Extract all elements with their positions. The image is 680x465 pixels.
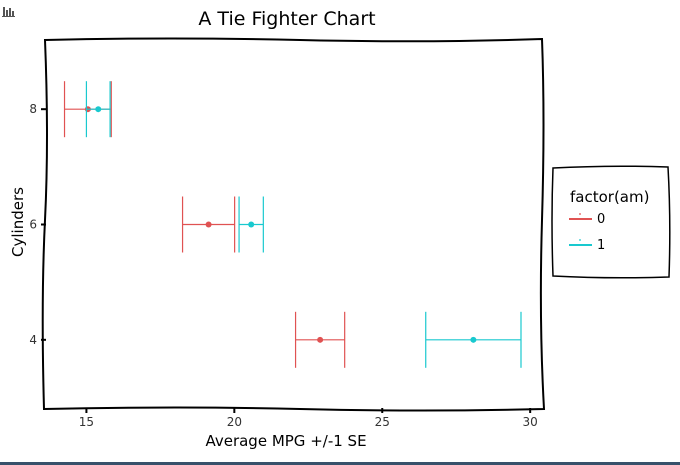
legend-label: 0: [597, 212, 605, 227]
y-axis: 4 6 8: [29, 102, 46, 347]
x-axis: 15 20 25 30: [79, 408, 538, 429]
legend-swatch-point: [579, 213, 581, 215]
y-axis-label: Cylinders: [9, 187, 27, 257]
y-tick-label: 6: [29, 218, 37, 232]
plot-marks: [63, 81, 522, 368]
data-point: [248, 221, 255, 228]
x-tick-label: 30: [523, 415, 538, 429]
legend-item-1: 1: [569, 238, 605, 253]
series-1: [85, 81, 522, 368]
y-tick-label: 8: [29, 102, 37, 116]
legend: factor(am) 0 1: [551, 165, 671, 279]
data-point: [470, 336, 477, 343]
y-tick-label: 4: [29, 333, 37, 347]
x-tick-label: 15: [79, 415, 94, 429]
x-axis-label: Average MPG +/-1 SE: [205, 432, 366, 450]
legend-item-0: 0: [569, 212, 605, 227]
chart-title: A Tie Fighter Chart: [198, 8, 375, 30]
x-tick-label: 20: [227, 415, 242, 429]
data-point: [317, 336, 324, 343]
legend-box: [551, 165, 671, 279]
toolbar-chart-icon[interactable]: [2, 2, 16, 17]
data-point: [95, 106, 102, 113]
data-point: [205, 221, 212, 228]
legend-title: factor(am): [570, 188, 649, 206]
bar-chart-icon: [2, 7, 15, 17]
x-tick-label: 25: [375, 415, 390, 429]
legend-swatch-point: [579, 239, 581, 241]
plot-panel: [41, 37, 546, 412]
window-bottom-border: [0, 462, 680, 465]
legend-label: 1: [597, 238, 605, 253]
series-0: [63, 81, 346, 368]
